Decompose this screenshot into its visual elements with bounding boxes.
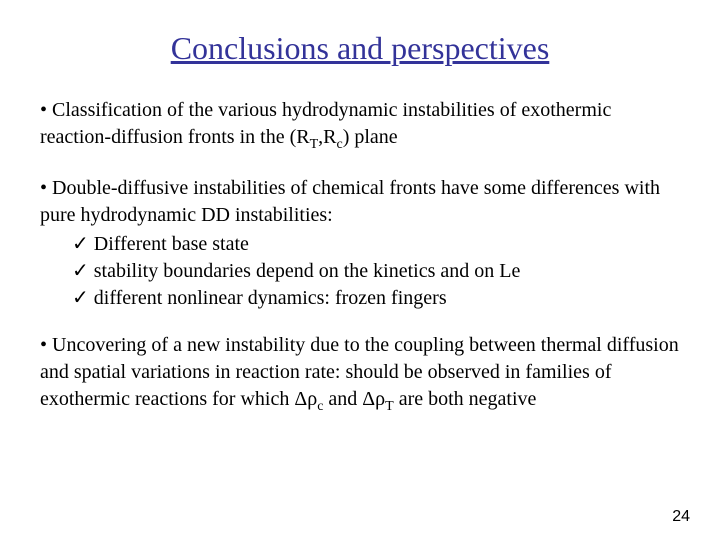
p1-post: ) plane (343, 126, 398, 148)
p1-mid: ,R (318, 126, 336, 148)
bullet-point-1: • Classification of the various hydrodyn… (40, 97, 680, 155)
slide-title: Conclusions and perspectives (40, 30, 680, 67)
p1-sub1: T (310, 137, 319, 152)
p2-text: Double-diffusive instabilities of chemic… (40, 177, 660, 226)
sub-item-1: ✓ Different base state (72, 231, 680, 258)
p3-sub2: T (385, 399, 394, 414)
sub-item-2: ✓ stability boundaries depend on the kin… (72, 258, 680, 285)
bullet-char: • (40, 99, 47, 121)
bullet-point-3: • Uncovering of a new instability due to… (40, 332, 680, 417)
p3-post: are both negative (394, 388, 537, 410)
check-icon: ✓ (72, 233, 89, 255)
sub1-text: Different base state (89, 233, 249, 255)
slide-container: Conclusions and perspectives • Classific… (0, 0, 720, 540)
bullet-char: • (40, 177, 47, 199)
bullet-point-2: • Double-diffusive instabilities of chem… (40, 175, 680, 229)
sub2-text: stability boundaries depend on the kinet… (89, 260, 521, 282)
check-icon: ✓ (72, 260, 89, 282)
sub-item-3: ✓ different nonlinear dynamics: frozen f… (72, 285, 680, 312)
page-number: 24 (672, 508, 690, 526)
p3-mid: and Δρ (323, 388, 385, 410)
check-icon: ✓ (72, 287, 89, 309)
sub3-text: different nonlinear dynamics: frozen fin… (89, 287, 447, 309)
bullet-char: • (40, 334, 47, 356)
